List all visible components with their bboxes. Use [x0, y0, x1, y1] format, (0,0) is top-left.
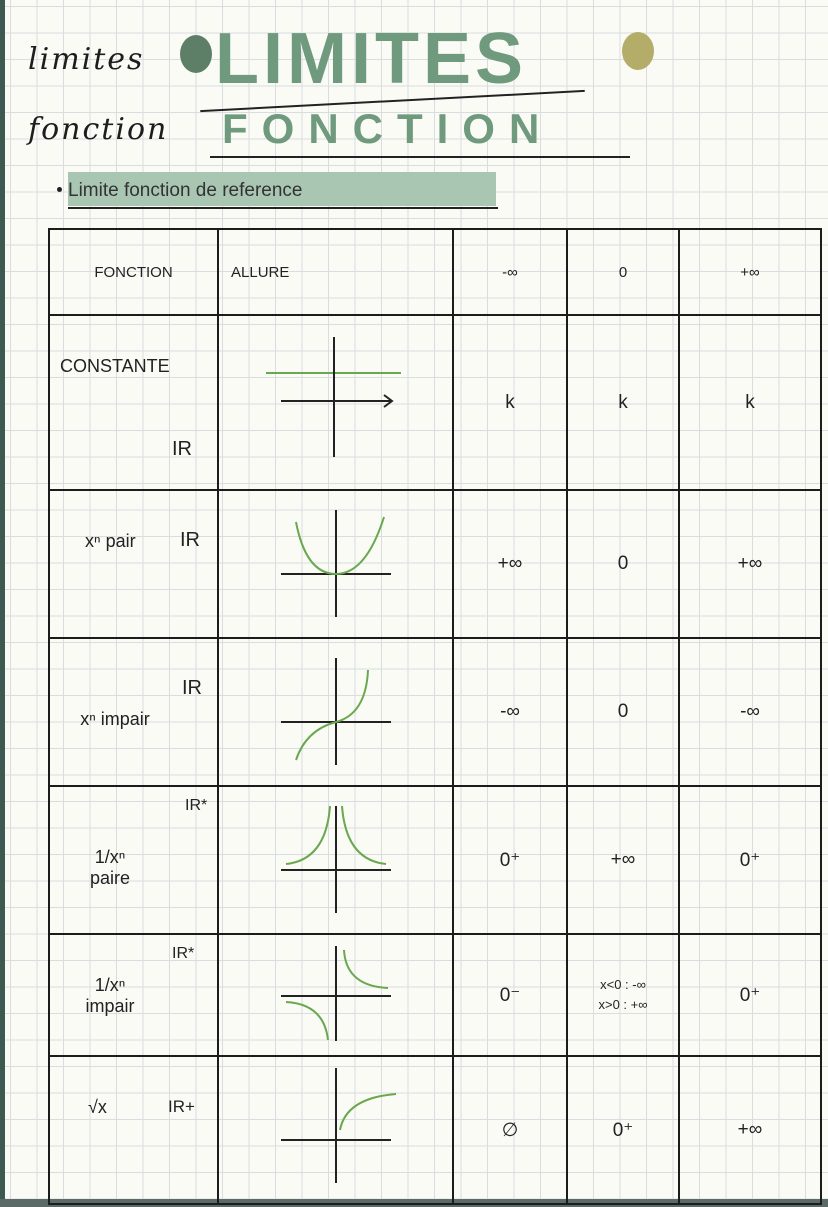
table-row: CONSTANTE IR k k k [48, 314, 822, 491]
limit-minus-inf: -∞ [452, 637, 568, 787]
function-name: xⁿ impair [80, 709, 150, 729]
notebook-edge [0, 0, 5, 1207]
header-zero: 0 [566, 228, 680, 316]
section-heading: Limite fonction de reference [68, 172, 498, 209]
title-fonction: FONCTION [222, 105, 554, 152]
limit-zero: 0 [566, 489, 680, 639]
header-minus-inf: -∞ [452, 228, 568, 316]
table-row: 1/xⁿ impair IR* 0⁻ x<0 : -∞ x>0 : +∞ 0⁺ [48, 933, 822, 1057]
decorative-dot-icon [622, 32, 654, 70]
limit-plus-inf: +∞ [678, 1055, 822, 1205]
limit-zero: 0⁺ [566, 1055, 680, 1205]
limit-minus-inf: ∅ [452, 1055, 568, 1205]
header-plus-inf: +∞ [678, 228, 822, 316]
limit-plus-inf: 0⁺ [678, 933, 822, 1057]
title-limites: LIMITES [215, 19, 527, 99]
table-row: 1/xⁿ paire IR* 0⁺ +∞ 0⁺ [48, 785, 822, 935]
limit-minus-inf: 0⁺ [452, 785, 568, 935]
limit-zero: 0 [566, 637, 680, 787]
function-name: 1/xⁿ paire [89, 847, 131, 888]
cubic-icon [280, 658, 391, 765]
header-fonction: FONCTION [48, 228, 219, 316]
limit-minus-inf: +∞ [452, 489, 568, 639]
limit-plus-inf: +∞ [678, 489, 822, 639]
limit-minus-inf: 0⁻ [452, 933, 568, 1057]
function-domain: IR [182, 677, 202, 699]
function-name: 1/xⁿ impair [85, 975, 135, 1016]
limit-zero: k [566, 314, 680, 491]
header-allure: ALLURE [217, 228, 454, 316]
decorative-dot-icon [180, 35, 212, 73]
constant-line-icon [265, 337, 401, 457]
limit-plus-inf: k [678, 314, 822, 491]
title-underline [210, 156, 630, 158]
even-reciprocal-icon [280, 805, 391, 913]
limit-plus-inf: 0⁺ [678, 785, 822, 935]
limit-zero: x<0 : -∞ x>0 : +∞ [566, 933, 680, 1057]
sqrt-curve-icon [280, 1068, 396, 1183]
function-domain: IR* [185, 797, 208, 814]
limits-table: FONCTION ALLURE -∞ 0 +∞ CONSTANTE IR k k … [48, 228, 822, 1205]
odd-reciprocal-icon [280, 946, 391, 1041]
function-domain: IR [180, 529, 200, 551]
bullet [57, 187, 62, 192]
limit-plus-inf: -∞ [678, 637, 822, 787]
table-row: √x IR+ ∅ 0⁺ +∞ [48, 1055, 822, 1205]
parabola-icon [280, 510, 391, 617]
function-domain: IR+ [168, 1097, 195, 1116]
table-header-row: FONCTION ALLURE -∞ 0 +∞ [48, 228, 822, 316]
function-name: √x [88, 1097, 107, 1117]
function-name: xⁿ pair [85, 531, 136, 551]
title-script-limites: limites [28, 42, 145, 77]
limit-minus-inf: k [452, 314, 568, 491]
title-script-fonction: fonction [28, 112, 169, 147]
table-row: xⁿ pair IR +∞ 0 +∞ [48, 489, 822, 639]
function-name: CONSTANTE [60, 356, 170, 376]
limit-zero: +∞ [566, 785, 680, 935]
table-row: xⁿ impair IR -∞ 0 -∞ [48, 637, 822, 787]
function-domain: IR* [172, 945, 195, 962]
function-domain: IR [172, 438, 192, 460]
